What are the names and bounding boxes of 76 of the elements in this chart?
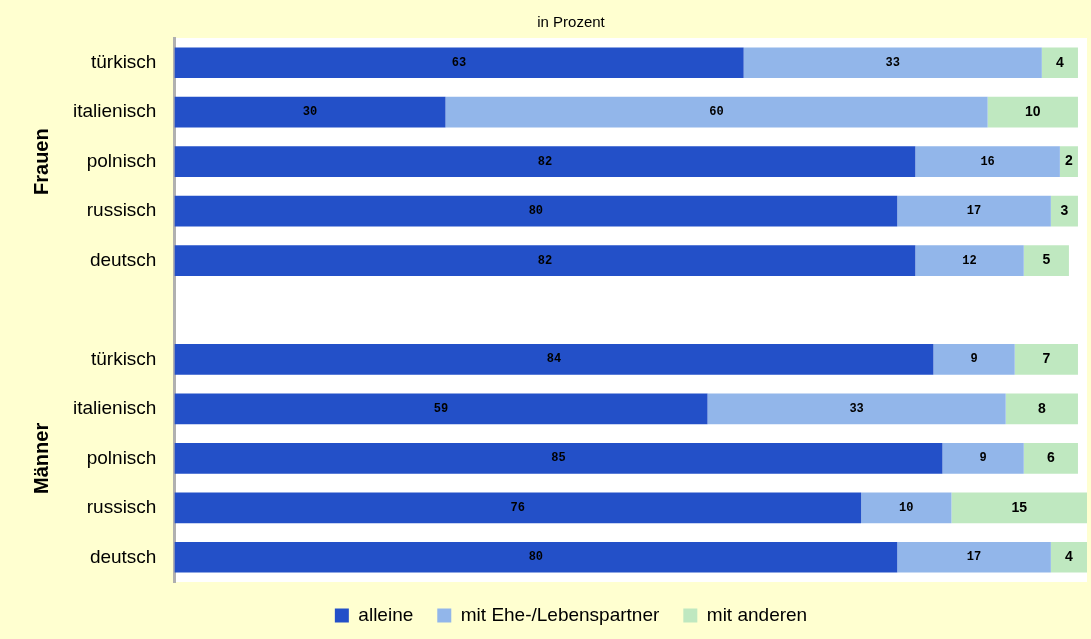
- y-tick-label: russisch: [86, 496, 157, 518]
- bar: [445, 96, 988, 128]
- bar: [951, 492, 1087, 524]
- y-tick-label: polnisch: [86, 446, 157, 468]
- data-label: 4: [1056, 53, 1064, 70]
- y-tick-label: türkisch: [90, 50, 157, 72]
- data-label: 9: [970, 352, 978, 367]
- data-label: 60: [709, 105, 724, 120]
- data-label: 12: [962, 253, 977, 268]
- bar: [174, 443, 943, 474]
- bar: [1050, 195, 1078, 227]
- bar: [1041, 47, 1078, 79]
- bar: [1050, 541, 1087, 573]
- data-label: 17: [966, 550, 982, 565]
- data-label: 10: [899, 500, 914, 515]
- chart-title: in Prozent: [537, 13, 606, 31]
- data-label: 80: [528, 550, 544, 565]
- data-label: 7: [1042, 350, 1051, 367]
- bar: [861, 492, 952, 524]
- bar: [174, 195, 898, 227]
- data-label: 5: [1042, 251, 1051, 268]
- data-label: 4: [1065, 548, 1074, 565]
- data-label: 84: [546, 352, 562, 367]
- data-label: 59: [433, 401, 449, 416]
- data-label: 63: [451, 55, 467, 70]
- bar: [1023, 245, 1069, 276]
- bar: [174, 245, 916, 276]
- bar: [915, 146, 1060, 177]
- y-tick-label: polnisch: [86, 149, 157, 171]
- data-label: 15: [1011, 498, 1028, 515]
- data-label: 6: [1046, 449, 1055, 466]
- y-tick-label: türkisch: [90, 347, 157, 369]
- legend-label: alleine: [358, 603, 414, 625]
- bar: [1014, 344, 1078, 375]
- bar: [1023, 443, 1078, 474]
- bar: [897, 195, 1051, 227]
- bar: [933, 344, 1015, 375]
- bar: [987, 96, 1078, 128]
- data-label: 33: [885, 55, 900, 70]
- data-label: 30: [302, 105, 318, 120]
- text: Frauen: [29, 128, 52, 195]
- bar: [1059, 146, 1078, 177]
- y-tick-label: deutsch: [89, 248, 157, 270]
- legend-label: mit Ehe-/Lebenspartner: [460, 603, 660, 625]
- data-label: 33: [849, 401, 864, 416]
- y-tick-label: italienisch: [72, 397, 157, 419]
- text: Männer: [29, 422, 52, 494]
- y-tick-label: russisch: [86, 199, 157, 221]
- data-label: 17: [966, 204, 982, 219]
- data-label: 80: [528, 204, 544, 219]
- bar: [743, 47, 1042, 79]
- data-label: 2: [1065, 152, 1074, 169]
- data-label: 8: [1037, 399, 1046, 416]
- legend-label: mit anderen: [706, 603, 808, 625]
- bar: [174, 96, 446, 128]
- bar: [174, 492, 862, 524]
- bar: [174, 344, 934, 375]
- bar: [942, 443, 1024, 474]
- y-tick-label: italienisch: [72, 100, 157, 122]
- y-tick-label: deutsch: [89, 545, 157, 567]
- data-label: 16: [980, 154, 995, 169]
- bar: [1005, 393, 1078, 425]
- data-label: 3: [1060, 201, 1069, 218]
- data-label: 82: [537, 253, 553, 268]
- bar: [915, 245, 1024, 276]
- data-label: 85: [551, 451, 566, 466]
- bar: [174, 47, 744, 79]
- bar: [897, 541, 1051, 573]
- bar: [174, 393, 708, 425]
- bar: [174, 541, 898, 573]
- bar: [174, 146, 916, 177]
- data-label: 10: [1025, 103, 1041, 120]
- data-label: 76: [510, 500, 525, 515]
- data-label: 9: [979, 451, 987, 466]
- bar: [707, 393, 1006, 425]
- data-label: 82: [537, 154, 553, 169]
